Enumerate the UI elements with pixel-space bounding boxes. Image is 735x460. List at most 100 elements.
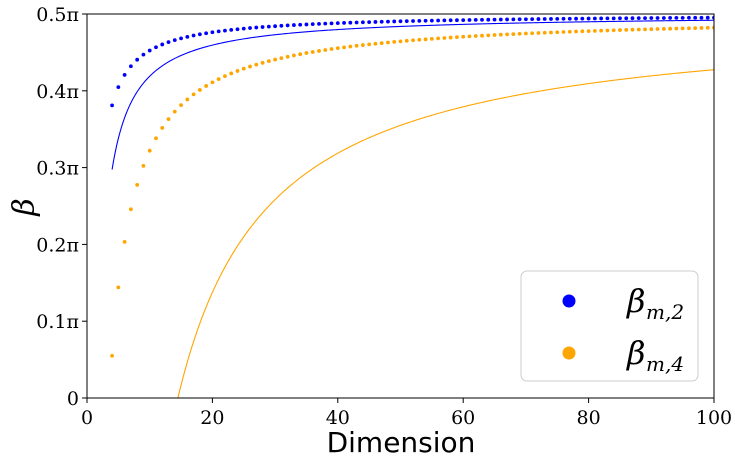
x-tick-label-0: 0 [81, 407, 93, 429]
data-point-series-1-x44 [360, 20, 365, 25]
data-point-series-2-x47 [379, 41, 384, 45]
data-point-series-2-x77 [567, 29, 572, 34]
legend-label-1: β [626, 282, 646, 320]
series-line-blue-curve [111, 19, 714, 170]
data-point-series-2-x16 [185, 97, 190, 102]
data-point-series-1-x54 [423, 18, 428, 23]
y-tick-label-2: 0.2π [36, 234, 79, 256]
data-point-series-2-x34 [298, 52, 303, 57]
data-point-series-1-x36 [310, 22, 315, 27]
data-point-series-1-x28 [260, 25, 265, 29]
data-point-series-1-x46 [373, 20, 378, 24]
data-point-series-2-x11 [154, 136, 158, 141]
data-point-series-1-x27 [254, 25, 259, 30]
data-point-series-2-x53 [417, 37, 422, 42]
data-point-series-2-x29 [266, 59, 271, 64]
data-point-series-2-x74 [549, 30, 553, 35]
data-point-series-2-x92 [661, 26, 666, 31]
data-point-series-1-x29 [266, 24, 271, 29]
data-point-series-2-x98 [699, 26, 704, 30]
legend-label-2: β [626, 334, 646, 372]
data-point-series-1-x21 [216, 29, 221, 34]
data-point-series-1-x66 [498, 17, 503, 22]
data-point-series-1-x32 [285, 23, 290, 28]
data-point-series-1-x22 [223, 28, 227, 33]
data-point-series-1-x62 [473, 18, 478, 22]
data-point-series-2-x41 [342, 45, 346, 50]
data-point-series-2-x8 [135, 182, 140, 187]
data-point-series-2-x72 [536, 31, 541, 35]
data-point-series-1-x6 [122, 73, 127, 77]
data-point-series-2-x48 [386, 40, 390, 45]
data-point-series-2-x56 [436, 36, 441, 41]
data-point-series-2-x35 [304, 51, 309, 55]
data-point-series-1-x77 [567, 16, 572, 21]
data-point-series-2-x62 [473, 34, 478, 38]
data-point-series-2-x71 [530, 31, 535, 36]
plot-frame [86, 13, 715, 399]
y-tick-label-4: 0.4π [36, 81, 79, 103]
data-point-series-2-x9 [141, 163, 146, 168]
data-point-series-2-x39 [329, 47, 334, 51]
y-tick-label-1: 0.1π [36, 311, 79, 333]
data-point-series-1-x97 [693, 15, 698, 20]
data-point-series-1-x43 [354, 20, 359, 25]
data-point-series-1-x30 [273, 24, 277, 29]
data-point-series-2-x31 [279, 56, 284, 60]
data-point-series-2-x97 [693, 26, 698, 30]
data-point-series-1-x63 [480, 17, 484, 22]
data-point-series-1-x89 [643, 16, 647, 21]
data-point-series-1-x37 [317, 21, 321, 26]
y-tick-label-3: 0.3π [36, 158, 79, 180]
axes: 0 20 40 60 80 100 0 0.1π 0.2π 0.3π 0.4π 0.5π [36, 4, 732, 429]
legend-sublabel-2: m,4 [646, 352, 684, 376]
data-point-series-2-x66 [498, 32, 503, 37]
legend-marker-1 [562, 294, 576, 308]
data-point-series-2-x51 [404, 38, 409, 43]
data-point-series-1-x10 [147, 48, 152, 53]
data-point-series-2-x21 [216, 77, 221, 81]
data-point-series-1-x5 [116, 85, 121, 90]
data-point-series-2-x45 [367, 42, 372, 47]
data-point-series-2-x44 [360, 43, 365, 47]
data-point-series-2-x49 [392, 40, 397, 44]
data-point-series-2-x80 [586, 29, 591, 33]
x-tick-label-20: 20 [200, 407, 224, 429]
legend: β m,2β m,4 [520, 270, 699, 382]
data-point-series-1-x81 [592, 16, 597, 21]
data-point-series-1-x38 [323, 21, 328, 26]
data-point-series-2-x19 [204, 84, 209, 88]
data-point-series-2-x68 [511, 32, 516, 36]
data-point-series-2-x27 [254, 62, 259, 67]
data-point-series-2-x73 [542, 30, 547, 35]
data-point-series-1-x92 [661, 16, 666, 20]
data-point-series-1-x42 [348, 20, 353, 25]
y-tick-label-0: 0 [67, 388, 79, 410]
data-point-series-1-x56 [436, 18, 441, 23]
data-point-series-2-x85 [618, 28, 622, 32]
data-point-series-2-x23 [229, 71, 234, 76]
plot-inner [110, 15, 714, 398]
data-point-series-1-x9 [141, 52, 146, 57]
data-point-series-1-x78 [574, 16, 578, 21]
data-point-series-1-x39 [329, 21, 334, 26]
data-point-series-1-x48 [386, 19, 390, 24]
data-point-series-2-x18 [197, 88, 202, 92]
data-point-series-2-x95 [680, 26, 685, 31]
data-point-series-2-x7 [128, 207, 133, 212]
data-point-series-1-x65 [492, 17, 497, 22]
data-point-series-1-x26 [248, 26, 252, 30]
data-point-series-2-x37 [317, 49, 321, 53]
data-point-series-1-x15 [179, 36, 183, 41]
data-point-series-2-x67 [505, 32, 509, 37]
data-point-series-1-x8 [135, 57, 140, 62]
data-point-series-1-x96 [687, 15, 691, 20]
data-point-series-1-x25 [241, 26, 246, 31]
data-point-series-1-x70 [524, 17, 528, 22]
y-tick-label-5: 0.5π [36, 4, 79, 26]
data-point-series-1-x57 [442, 18, 447, 23]
data-point-series-1-x75 [555, 16, 560, 21]
data-point-series-1-x51 [404, 19, 409, 24]
data-point-series-1-x11 [154, 45, 158, 50]
